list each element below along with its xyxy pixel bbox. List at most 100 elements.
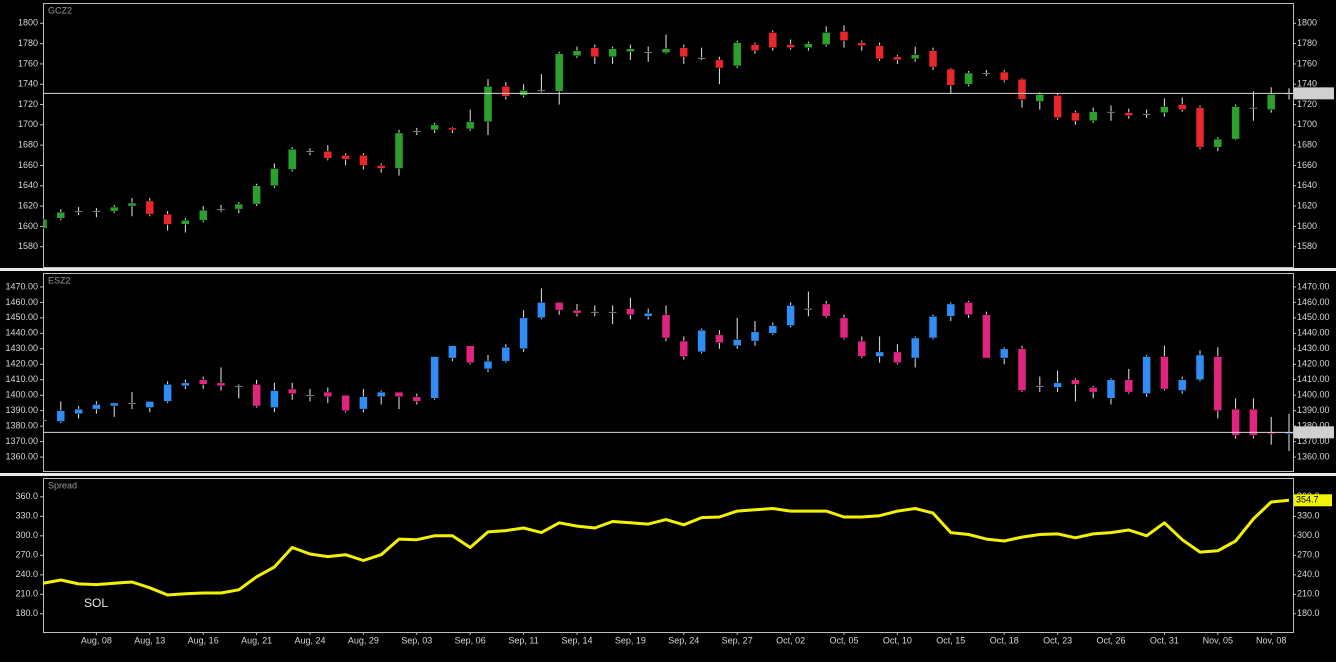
candle-body — [465, 345, 475, 363]
y-tick-label: 1470.00 — [1297, 281, 1330, 291]
x-tick-label: Sep, 24 — [668, 635, 699, 645]
x-tick-label: Sep, 11 — [508, 635, 538, 645]
candle-body — [910, 54, 920, 60]
y-tick-label: 1450.00 — [1297, 312, 1330, 322]
candle-body — [572, 309, 582, 314]
y-tick-label: 1620 — [18, 200, 38, 210]
candle-body — [1035, 94, 1045, 102]
candle-body — [287, 148, 297, 170]
candle-body — [875, 351, 884, 357]
y-tick-label: 270.0 — [1297, 550, 1320, 560]
y-tick-label: 1470.00 — [5, 281, 38, 291]
y-tick-label: 1720 — [1297, 99, 1317, 109]
x-tick-label: Sep, 27 — [722, 635, 753, 645]
y-tick-label: 1720 — [18, 99, 38, 109]
candle-body — [181, 382, 190, 387]
last-value-marker — [1294, 494, 1332, 507]
y-tick-label: 1740 — [18, 79, 38, 89]
y-tick-label: 1400.00 — [5, 390, 38, 400]
candle-body — [679, 47, 689, 58]
x-tick-label: Aug, 21 — [241, 635, 272, 645]
y-tick-label: 1410.00 — [5, 374, 38, 384]
candle-body — [519, 317, 528, 350]
y-tick-label: 1450.00 — [5, 312, 38, 322]
candle-body — [270, 390, 279, 408]
candle-body — [732, 42, 742, 67]
candle-body — [910, 337, 920, 359]
x-tick-label: Nov, 05 — [1203, 635, 1233, 645]
candle-body — [198, 379, 208, 385]
candle-body — [1142, 113, 1151, 115]
y-tick-label: 1390.00 — [1297, 405, 1330, 415]
candle-body — [857, 42, 867, 46]
y-tick-label: 360.0 — [15, 491, 38, 501]
last-price-marker — [1294, 87, 1334, 100]
candle-body — [56, 211, 66, 219]
x-tick-label: Oct, 02 — [776, 635, 805, 645]
x-tick-label: Sep, 19 — [615, 635, 646, 645]
y-tick-label: 1700 — [1297, 119, 1317, 129]
candle-body — [786, 44, 795, 48]
candle-body — [893, 351, 902, 363]
y-tick-label: 1780 — [18, 38, 38, 48]
candle-body — [127, 402, 137, 405]
candle-body — [145, 200, 155, 215]
candle-body — [1213, 356, 1223, 411]
candle-body — [216, 208, 226, 211]
candle-body — [590, 47, 600, 58]
candle-body — [1088, 387, 1098, 393]
candle-body — [893, 56, 902, 61]
y-tick-label: 1400.00 — [1297, 390, 1330, 400]
candle-body — [376, 391, 386, 397]
candle-body — [1088, 111, 1098, 122]
plot-area — [43, 498, 1290, 597]
candle-body — [359, 155, 368, 166]
plot-area — [43, 25, 1293, 233]
y-tick-label: 1740 — [1297, 79, 1317, 89]
candle-body — [999, 71, 1009, 81]
x-tick-label: Sep, 03 — [401, 635, 432, 645]
y-tick-label: 1600 — [1297, 221, 1317, 231]
candle-body — [786, 305, 795, 326]
y-tick-label: 1580 — [1297, 241, 1317, 251]
y-tick-label: 1420.00 — [1297, 359, 1330, 369]
candle-body — [554, 53, 564, 92]
x-tick-label: Oct, 23 — [1043, 635, 1072, 645]
candle-body — [1017, 348, 1027, 391]
candle-body — [1160, 356, 1169, 390]
y-tick-label: 1760 — [1297, 58, 1317, 68]
candle-body — [305, 394, 315, 397]
y-tick-label: 270.0 — [15, 550, 38, 560]
x-tick-label: Aug, 24 — [294, 635, 325, 645]
candle-body — [109, 402, 119, 407]
candle-body — [626, 48, 635, 52]
y-tick-label: 1360.00 — [1297, 451, 1330, 461]
y-tick-label: 1370.00 — [5, 436, 38, 446]
y-tick-label: 300.0 — [15, 530, 38, 540]
panel-title: ESZ2 — [48, 275, 71, 285]
y-tick-label: 1640 — [1297, 180, 1317, 190]
candle-body — [697, 57, 706, 60]
y-tick-label: 1760 — [18, 58, 38, 68]
candle-body — [163, 384, 172, 402]
plot-area — [43, 288, 1293, 451]
candle-body — [768, 325, 778, 334]
y-tick-label: 210.0 — [1297, 589, 1320, 599]
candle-body — [537, 90, 546, 92]
candle-body — [928, 316, 938, 339]
y-tick-label: 1660 — [1297, 160, 1317, 170]
y-tick-label: 1800 — [1297, 18, 1317, 28]
candle-body — [1195, 107, 1205, 148]
candle-body — [376, 165, 386, 169]
candle-body — [839, 31, 849, 41]
candle-body — [1195, 354, 1205, 380]
candle-body — [465, 121, 475, 130]
candle-body — [216, 382, 226, 387]
candle-body — [679, 340, 689, 357]
y-tick-label: 1620 — [1297, 200, 1317, 210]
x-tick-label: Sep, 14 — [561, 635, 592, 645]
candle-body — [448, 127, 457, 131]
candle-body — [1142, 356, 1151, 394]
candle-body — [483, 360, 493, 370]
